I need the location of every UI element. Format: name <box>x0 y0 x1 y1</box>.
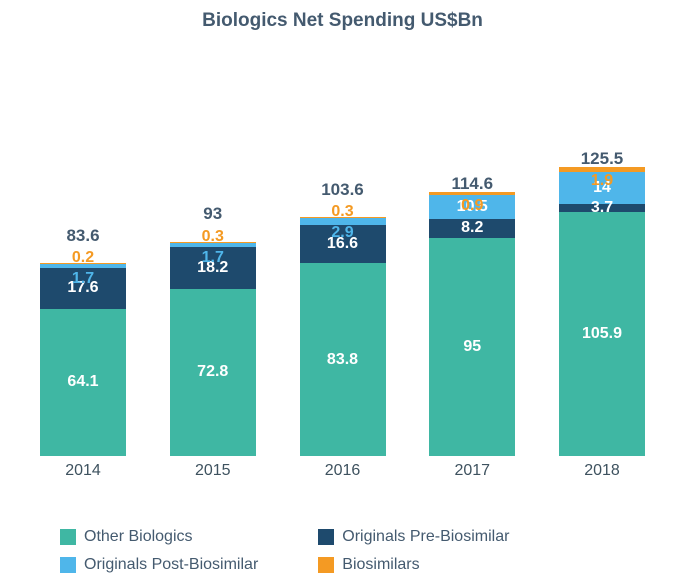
x-axis-label: 2015 <box>195 462 231 480</box>
segment-value-label: 83.8 <box>327 351 358 369</box>
bar-stack: 958.210.5 <box>429 192 515 456</box>
bar-2014: 64.117.683.60.21.72014 <box>40 263 126 480</box>
legend-label: Originals Post-Biosimilar <box>84 556 258 574</box>
segment-value-label: 95 <box>463 338 481 356</box>
bar-2018: 105.93.714125.51.92018 <box>559 167 645 480</box>
over-label: 83.6 <box>66 226 99 246</box>
bar-2017: 958.210.5114.60.92017 <box>429 192 515 480</box>
legend-swatch <box>60 529 76 545</box>
legend-swatch <box>318 529 334 545</box>
bar-stack: 83.816.6 <box>300 217 386 456</box>
segment-other_biologics: 64.1 <box>40 309 126 456</box>
segment-other_biologics: 83.8 <box>300 263 386 456</box>
chart-title: Biologics Net Spending US$Bn <box>0 10 685 32</box>
x-axis-label: 2017 <box>454 462 490 480</box>
x-axis-label: 2018 <box>584 462 620 480</box>
legend-label: Other Biologics <box>84 528 193 546</box>
legend-label: Biosimilars <box>342 556 419 574</box>
segment-originals_pre_biosimilar: 8.2 <box>429 219 515 238</box>
segment-value-label: 72.8 <box>197 363 228 381</box>
segment-other_biologics: 72.8 <box>170 289 256 456</box>
over-label: 0.3 <box>202 227 224 246</box>
over-bar-labels: 103.6 0.3 2.9 <box>300 180 386 240</box>
x-axis-label: 2016 <box>325 462 361 480</box>
segment-other_biologics: 105.9 <box>559 212 645 456</box>
chart-bars: 64.117.6 83.6 0.2 1.7 2014 72.818.2 93 0.3 1.7 20… <box>40 60 645 480</box>
bar-2016: 83.816.6103.60.32.92016 <box>300 217 386 480</box>
over-label: 125.5 <box>581 149 624 169</box>
bar-stack: 64.117.6 <box>40 263 126 456</box>
over-label: 1.7 <box>72 269 94 288</box>
over-bar-labels: 83.6 0.2 1.7 <box>40 226 126 286</box>
over-label: 1.7 <box>202 248 224 267</box>
legend-item-originals_post_biosimilar: Originals Post-Biosimilar <box>60 556 258 574</box>
segment-other_biologics: 95 <box>429 238 515 457</box>
bar-stack: 72.818.2 <box>170 242 256 456</box>
legend-item-originals_pre_biosimilar: Originals Pre-Biosimilar <box>318 528 509 546</box>
over-bar-labels: 114.6 0.9 <box>429 174 515 214</box>
chart-legend: Other Biologics Originals Pre-Biosimilar O… <box>60 528 509 574</box>
segment-value-label: 8.2 <box>461 219 483 237</box>
over-label: 0.9 <box>461 196 483 215</box>
over-label: 103.6 <box>321 180 364 200</box>
over-label: 0.2 <box>72 248 94 267</box>
legend-swatch <box>318 557 334 573</box>
bar-2015: 72.818.2930.31.72015 <box>170 242 256 480</box>
segment-value-label: 64.1 <box>67 373 98 391</box>
legend-item-biosimilars: Biosimilars <box>318 556 509 574</box>
over-label: 1.9 <box>591 171 613 190</box>
legend-swatch <box>60 557 76 573</box>
legend-label: Originals Pre-Biosimilar <box>342 528 509 546</box>
segment-originals_pre_biosimilar: 3.7 <box>559 204 645 213</box>
segment-value-label: 105.9 <box>582 325 622 343</box>
over-label: 114.6 <box>451 174 493 194</box>
bar-stack: 105.93.714 <box>559 167 645 456</box>
over-bar-labels: 93 0.3 1.7 <box>170 204 256 264</box>
chart-plot-area: 64.117.6 83.6 0.2 1.7 2014 72.818.2 93 0.3 1.7 20… <box>40 60 645 480</box>
legend-item-other_biologics: Other Biologics <box>60 528 258 546</box>
over-label: 2.9 <box>331 223 353 242</box>
chart-stage: Biologics Net Spending US$Bn 64.117.683.… <box>0 0 685 588</box>
over-label: 93 <box>203 204 222 224</box>
over-bar-labels: 125.5 1.9 <box>559 149 645 189</box>
x-axis-label: 2014 <box>65 462 101 480</box>
over-label: 0.3 <box>331 202 353 221</box>
